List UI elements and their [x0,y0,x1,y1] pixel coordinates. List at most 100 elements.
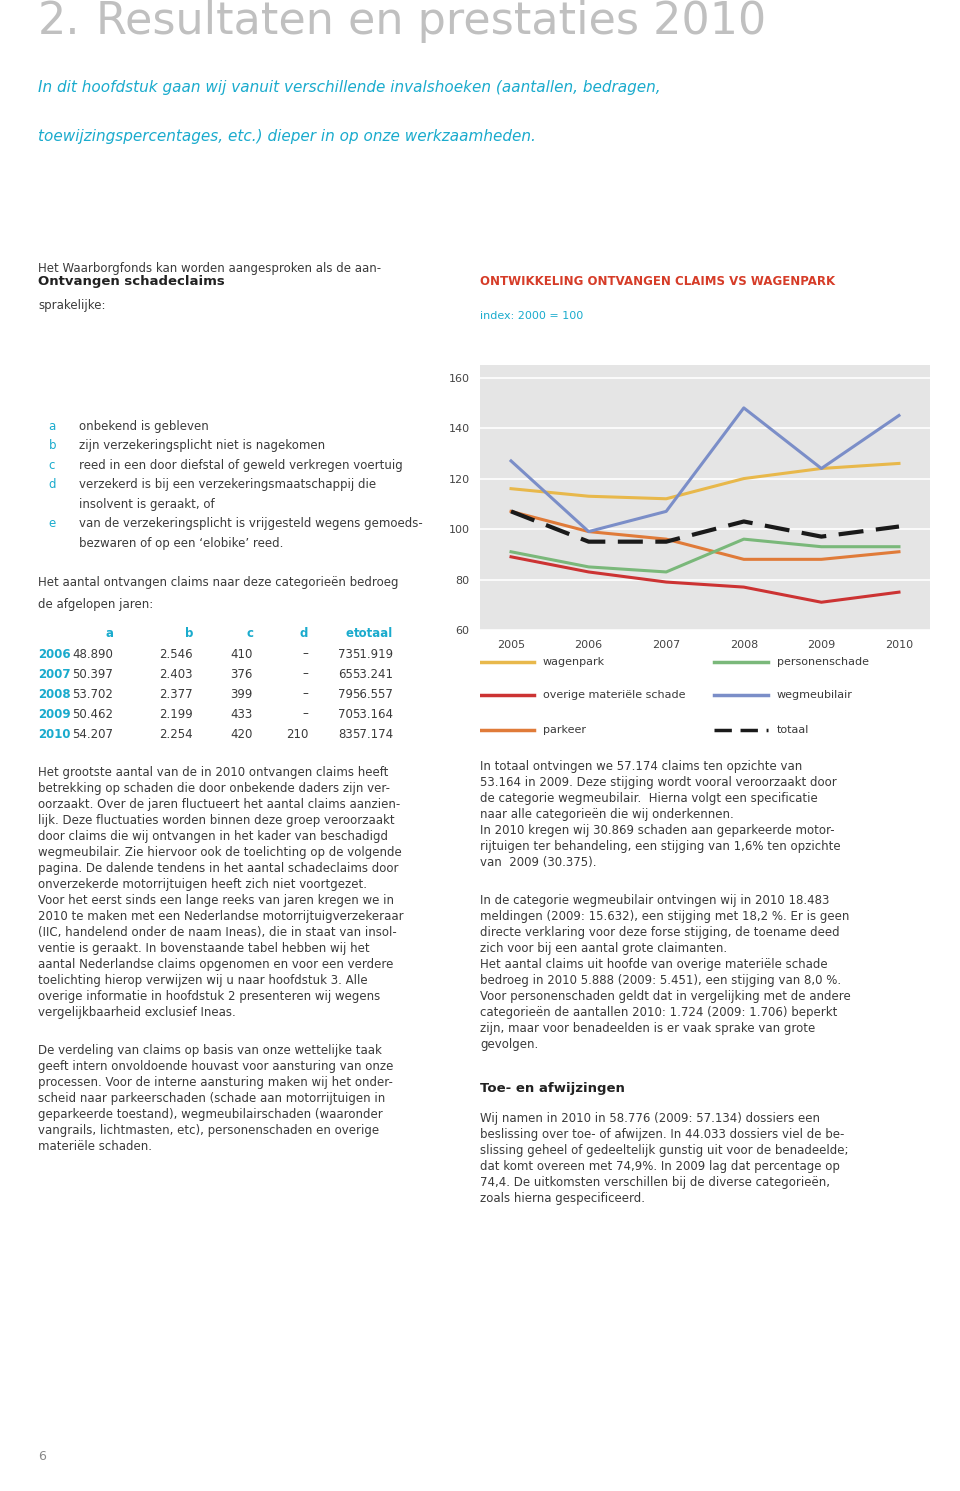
Text: toelichting hierop verwijzen wij u naar hoofdstuk 3. Alle: toelichting hierop verwijzen wij u naar … [38,974,368,987]
Text: vangrails, lichtmasten, etc), personenschaden en overige: vangrails, lichtmasten, etc), personensc… [38,1124,379,1138]
Text: 73: 73 [338,647,353,661]
Text: d: d [49,479,57,492]
Text: betrekking op schaden die door onbekende daders zijn ver-: betrekking op schaden die door onbekende… [38,781,390,795]
Text: In de categorie wegmeubilair ontvingen wij in 2010 18.483: In de categorie wegmeubilair ontvingen w… [480,895,829,907]
Text: Het aantal ontvangen claims naar deze categorieën bedroeg: Het aantal ontvangen claims naar deze ca… [38,576,398,589]
Text: –: – [302,687,308,701]
Text: overige informatie in hoofdstuk 2 presenteren wij wegens: overige informatie in hoofdstuk 2 presen… [38,990,380,1003]
Text: 2.: 2. [38,0,81,43]
Text: processen. Voor de interne aansturing maken wij het onder-: processen. Voor de interne aansturing ma… [38,1077,393,1088]
Text: 65: 65 [338,668,353,680]
Text: Toe- en afwijzingen: Toe- en afwijzingen [480,1082,625,1094]
Text: sprakelijke:: sprakelijke: [38,300,106,313]
Text: ONTWIKKELING ONTVANGEN CLAIMS VS WAGENPARK: ONTWIKKELING ONTVANGEN CLAIMS VS WAGENPA… [480,274,835,288]
Text: scheid naar parkeerschaden (schade aan motorrijtuigen in: scheid naar parkeerschaden (schade aan m… [38,1091,385,1105]
Text: ventie is geraakt. In bovenstaande tabel hebben wij het: ventie is geraakt. In bovenstaande tabel… [38,942,370,956]
Text: –: – [302,708,308,720]
Text: toewijzingspercentages, etc.) dieper in op onze werkzaamheden.: toewijzingspercentages, etc.) dieper in … [38,130,536,145]
Text: zijn, maar voor benadeelden is er vaak sprake van grote: zijn, maar voor benadeelden is er vaak s… [480,1021,815,1035]
Text: wegmeubilair: wegmeubilair [777,690,852,699]
Text: geeft intern onvoldoende houvast voor aansturing van onze: geeft intern onvoldoende houvast voor aa… [38,1060,394,1074]
Text: onbekend is gebleven: onbekend is gebleven [79,420,208,432]
Text: de afgelopen jaren:: de afgelopen jaren: [38,598,154,611]
Text: dat komt overeen met 74,9%. In 2009 lag dat percentage op: dat komt overeen met 74,9%. In 2009 lag … [480,1160,840,1173]
Text: wegmeubilair. Zie hiervoor ook de toelichting op de volgende: wegmeubilair. Zie hiervoor ook de toelic… [38,845,401,859]
Text: d: d [300,628,308,641]
Text: parkeer: parkeer [543,725,586,735]
Text: 433: 433 [230,708,253,720]
Text: 420: 420 [230,728,253,741]
Text: b: b [184,628,193,641]
Text: Resultaten en prestaties 2010: Resultaten en prestaties 2010 [96,0,766,43]
Text: 2009: 2009 [38,708,71,720]
Text: 2.377: 2.377 [159,687,193,701]
Text: categorieën de aantallen 2010: 1.724 (2009: 1.706) beperkt: categorieën de aantallen 2010: 1.724 (20… [480,1006,837,1018]
Text: onverzekerde motorrijtuigen heeft zich niet voortgezet.: onverzekerde motorrijtuigen heeft zich n… [38,878,367,892]
Text: c: c [246,628,253,641]
Text: –: – [302,647,308,661]
Text: De verdeling van claims op basis van onze wettelijke taak: De verdeling van claims op basis van onz… [38,1044,382,1057]
Text: Het aantal claims uit hoofde van overige materiële schade: Het aantal claims uit hoofde van overige… [480,959,828,971]
Text: van  2009 (30.375).: van 2009 (30.375). [480,856,596,869]
Text: verzekerd is bij een verzekeringsmaatschappij die: verzekerd is bij een verzekeringsmaatsch… [79,479,375,492]
Text: vergelijkbaarheid exclusief Ineas.: vergelijkbaarheid exclusief Ineas. [38,1006,236,1018]
Text: 51.919: 51.919 [352,647,393,661]
Text: pagina. De dalende tendens in het aantal schadeclaims door: pagina. De dalende tendens in het aantal… [38,862,398,875]
Text: 2010 te maken met een Nederlandse motorrijtuigverzekeraar: 2010 te maken met een Nederlandse motorr… [38,910,403,923]
Text: In 2010 kregen wij 30.869 schaden aan geparkeerde motor-: In 2010 kregen wij 30.869 schaden aan ge… [480,825,834,836]
Text: 74,4. De uitkomsten verschillen bij de diverse categorieën,: 74,4. De uitkomsten verschillen bij de d… [480,1176,830,1188]
Text: van de verzekeringsplicht is vrijgesteld wegens gemoeds-: van de verzekeringsplicht is vrijgesteld… [79,517,422,531]
Text: a: a [49,420,56,432]
Text: e: e [345,628,353,641]
Text: insolvent is geraakt, of: insolvent is geraakt, of [79,498,214,511]
Text: naar alle categorieën die wij onderkennen.: naar alle categorieën die wij onderkenne… [480,808,733,822]
Text: overige materiële schade: overige materiële schade [543,690,685,699]
Text: gevolgen.: gevolgen. [480,1038,539,1051]
Text: 2010: 2010 [38,728,70,741]
Text: 2.199: 2.199 [159,708,193,720]
Text: reed in een door diefstal of geweld verkregen voertuig: reed in een door diefstal of geweld verk… [79,459,402,471]
Text: personenschade: personenschade [777,658,869,666]
Text: –: – [302,668,308,680]
Text: totaal: totaal [353,628,393,641]
Text: aantal Nederlandse claims opgenomen en voor een verdere: aantal Nederlandse claims opgenomen en v… [38,959,394,971]
Text: 6: 6 [38,1451,46,1463]
Text: 50.397: 50.397 [72,668,113,680]
Text: Het grootste aantal van de in 2010 ontvangen claims heeft: Het grootste aantal van de in 2010 ontva… [38,766,389,778]
Text: Het Waarborgfonds kan worden aangesproken als de aan-: Het Waarborgfonds kan worden aangesproke… [38,262,381,274]
Text: bedroeg in 2010 5.888 (2009: 5.451), een stijging van 8,0 %.: bedroeg in 2010 5.888 (2009: 5.451), een… [480,974,841,987]
Text: bezwaren of op een ‘elobike’ reed.: bezwaren of op een ‘elobike’ reed. [79,537,283,550]
Text: oorzaakt. Over de jaren fluctueert het aantal claims aanzien-: oorzaakt. Over de jaren fluctueert het a… [38,798,400,811]
Text: 70: 70 [338,708,353,720]
Text: 2007: 2007 [38,668,70,680]
Text: 2006: 2006 [38,647,71,661]
Text: door claims die wij ontvangen in het kader van beschadigd: door claims die wij ontvangen in het kad… [38,830,388,842]
Text: 2.403: 2.403 [159,668,193,680]
Text: geparkeerde toestand), wegmeubilairschaden (waaronder: geparkeerde toestand), wegmeubilairschad… [38,1108,383,1121]
Text: slissing geheel of gedeeltelijk gunstig uit voor de benadeelde;: slissing geheel of gedeeltelijk gunstig … [480,1144,849,1157]
Text: meldingen (2009: 15.632), een stijging met 18,2 %. Er is geen: meldingen (2009: 15.632), een stijging m… [480,910,850,923]
Text: 2.546: 2.546 [159,647,193,661]
Text: beslissing over toe- of afwijzen. In 44.033 dossiers viel de be-: beslissing over toe- of afwijzen. In 44.… [480,1129,845,1141]
Text: zoals hierna gespecificeerd.: zoals hierna gespecificeerd. [480,1191,645,1205]
Text: directe verklaring voor deze forse stijging, de toename deed: directe verklaring voor deze forse stijg… [480,926,840,939]
Text: 54.207: 54.207 [72,728,113,741]
Text: b: b [49,440,57,452]
Text: 2.254: 2.254 [159,728,193,741]
Text: 210: 210 [286,728,308,741]
Text: rijtuigen ter behandeling, een stijging van 1,6% ten opzichte: rijtuigen ter behandeling, een stijging … [480,839,841,853]
Text: 50.462: 50.462 [72,708,113,720]
Text: 56.557: 56.557 [352,687,393,701]
Text: de categorie wegmeubilair.  Hierna volgt een specificatie: de categorie wegmeubilair. Hierna volgt … [480,792,818,805]
Text: 53.241: 53.241 [352,668,393,680]
Text: lijk. Deze fluctuaties worden binnen deze groep veroorzaakt: lijk. Deze fluctuaties worden binnen dez… [38,814,395,828]
Text: In totaal ontvingen we 57.174 claims ten opzichte van: In totaal ontvingen we 57.174 claims ten… [480,760,803,772]
Text: zijn verzekeringsplicht niet is nagekomen: zijn verzekeringsplicht niet is nagekome… [79,440,324,452]
Text: materiële schaden.: materiële schaden. [38,1141,152,1153]
Text: Ontvangen schadeclaims: Ontvangen schadeclaims [38,274,225,288]
Text: Voor het eerst sinds een lange reeks van jaren kregen we in: Voor het eerst sinds een lange reeks van… [38,895,394,907]
Text: 53.164 in 2009. Deze stijging wordt vooral veroorzaakt door: 53.164 in 2009. Deze stijging wordt voor… [480,775,837,789]
Text: e: e [49,517,56,531]
Text: In dit hoofdstuk gaan wij vanuit verschillende invalshoeken (aantallen, bedragen: In dit hoofdstuk gaan wij vanuit verschi… [38,81,660,95]
Text: 83: 83 [338,728,353,741]
